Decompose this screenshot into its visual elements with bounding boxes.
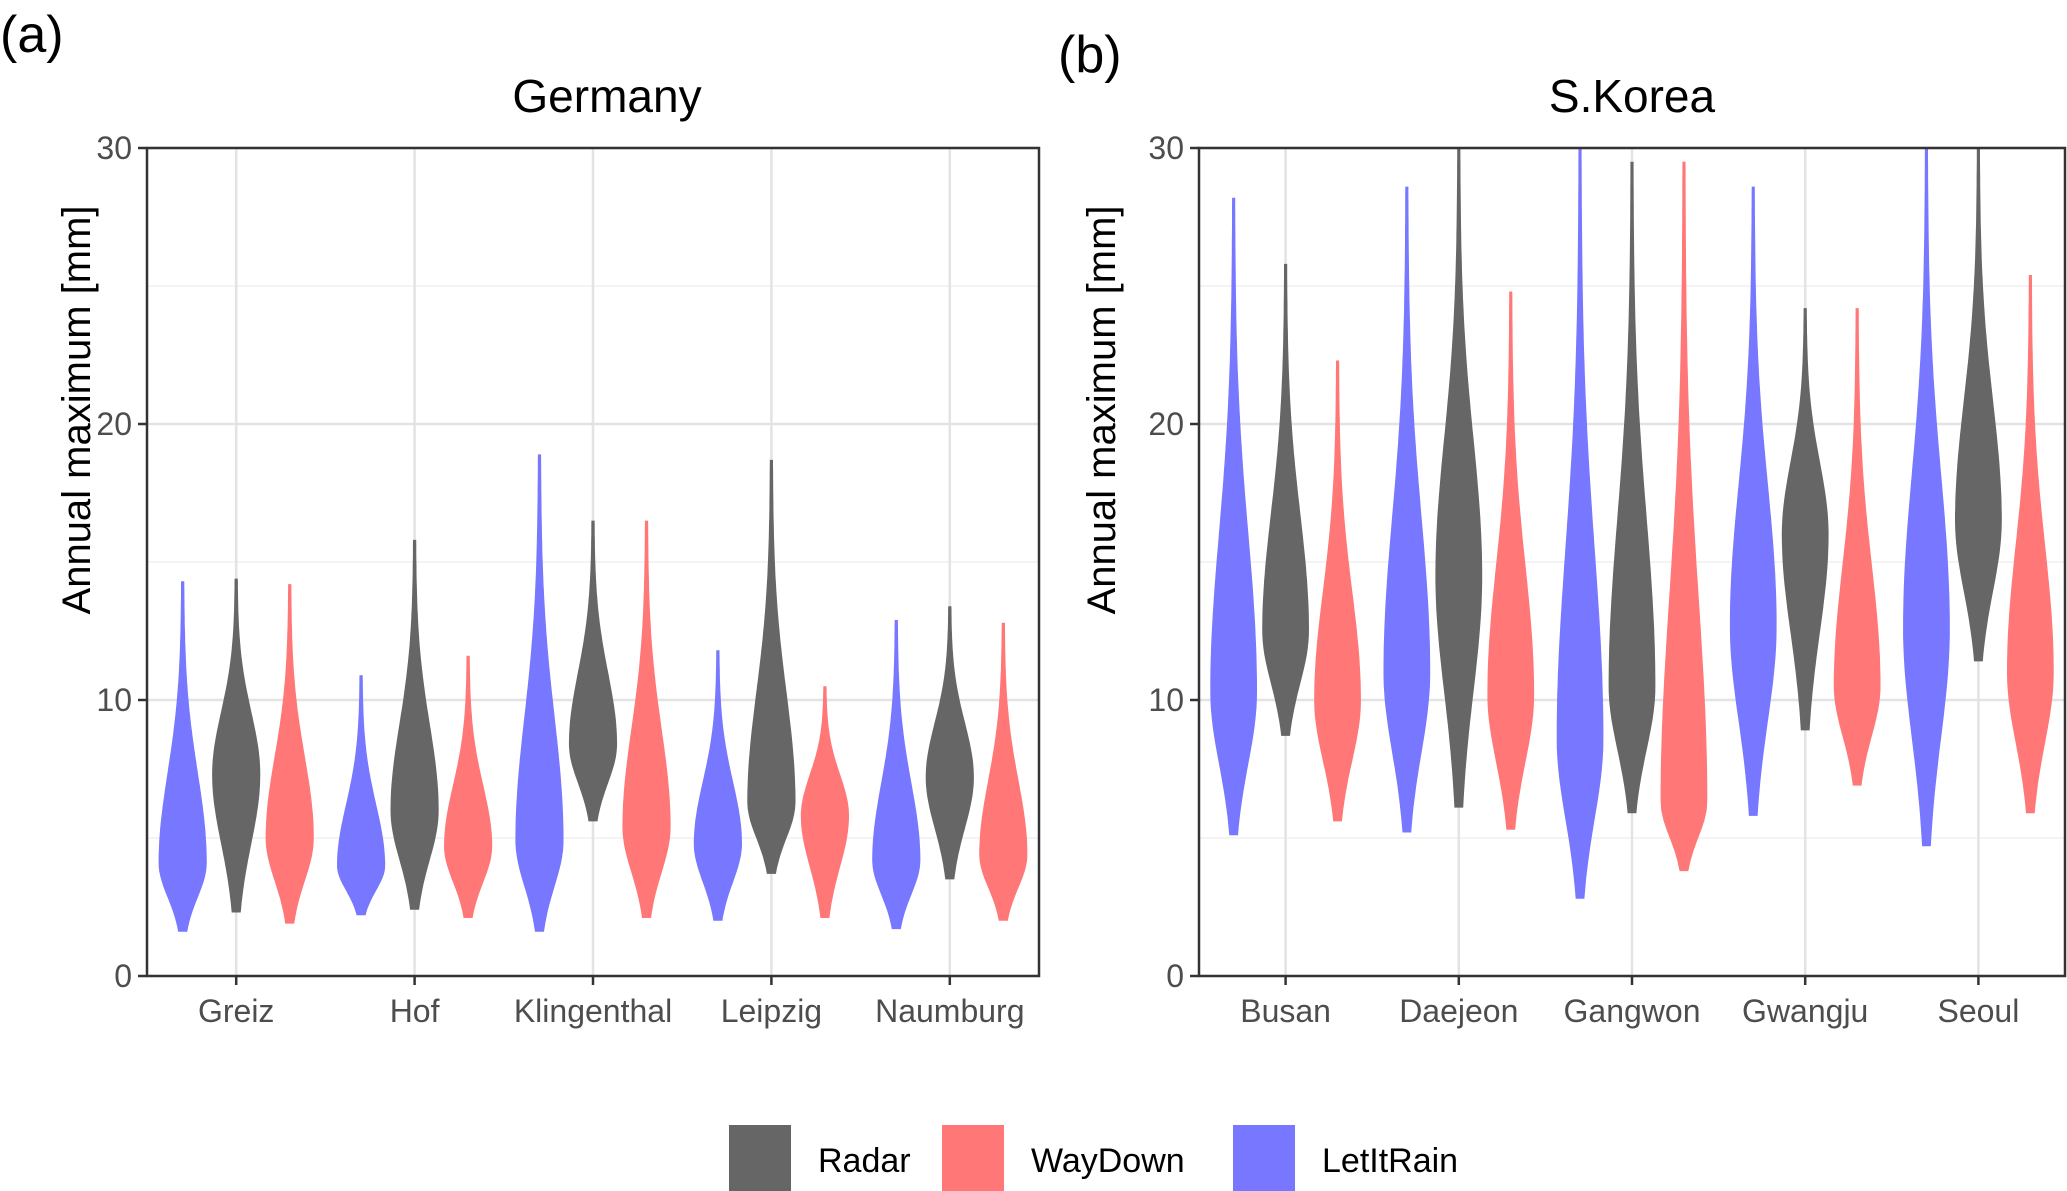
x-tick-label: Gwangju [1742,993,1868,1029]
y-tick-label: 30 [96,130,132,166]
legend-label: WayDown [1031,1142,1185,1180]
x-tick-label: Greiz [198,993,274,1029]
panel-title: S.Korea [1549,70,1716,122]
violin-letitrain [1556,148,1604,899]
x-ticks: Busan Daejeon Gangwon Gwangju Seoul [1240,976,2019,1029]
y-tick-label: 20 [1148,406,1184,442]
violin-waydown [1487,291,1535,830]
y-axis-label: Annual maximum [mm] [1080,206,1124,615]
violin-radar [1262,263,1309,736]
y-axis-label: Annual maximum [mm] [55,206,99,615]
violin-letitrain [515,454,564,932]
violin-letitrain [1729,186,1777,816]
panel-skorea: (b) S.Korea Annual maximum [mm] 0102030 … [1058,26,2067,1029]
violin-letitrain [158,581,207,932]
legend-label: Radar [818,1142,911,1180]
y-tick-label: 10 [96,682,132,718]
legend-swatch [942,1125,1004,1191]
violin-letitrain [1383,186,1431,833]
violin-waydown [979,622,1028,921]
x-ticks: Greiz Hof Klingenthal Leipzig Naumburg [198,976,1025,1029]
panel-tag: (b) [1058,26,1122,84]
violin-waydown [622,520,671,918]
violin-waydown [2007,275,2054,814]
violin-waydown [800,686,849,918]
x-tick-label: Seoul [1937,993,2019,1029]
legend-swatch [729,1125,791,1191]
violin-letitrain [1210,197,1257,836]
violin-waydown [1833,308,1881,786]
violin-radar [747,459,796,874]
legend: Radar WayDown LetItRain [729,1125,1458,1191]
violin-letitrain [1903,148,1950,847]
y-tick-label: 10 [1148,682,1184,718]
violin-radar [568,520,618,822]
x-tick-label: Leipzig [721,993,822,1029]
violins [1210,148,2054,899]
violin-waydown [265,584,314,924]
x-tick-label: Busan [1240,993,1331,1029]
x-tick-label: Hof [390,993,440,1029]
x-tick-label: Daejeon [1399,993,1518,1029]
legend-swatch [1233,1125,1295,1191]
violin-radar [1781,308,1829,731]
violins [158,454,1028,932]
panel-tag: (a) [0,6,64,64]
panel-title: Germany [512,70,701,122]
violin-radar [390,539,439,910]
y-ticks: 0 10 20 30 [1148,130,1199,994]
violin-radar [212,578,261,913]
violin-radar [1435,148,1483,808]
panel-germany: (a) Germany Annual maximum [mm] 0102030 … [0,6,1041,1029]
y-tick-label: 0 [1166,958,1184,994]
violin-radar [925,606,974,880]
violin-letitrain [693,650,742,921]
x-tick-label: Klingenthal [514,993,672,1029]
legend-label: LetItRain [1322,1142,1458,1180]
violin-radar [1955,148,2002,662]
violin-letitrain [337,675,386,916]
y-tick-label: 0 [114,958,132,994]
violin-radar [1608,161,1656,814]
y-ticks: 0 10 20 30 [96,130,147,994]
violin-letitrain [872,620,921,930]
violin-waydown [444,655,493,918]
violin-waydown [1660,161,1708,872]
x-tick-label: Gangwon [1564,993,1701,1029]
violin-waydown [1314,360,1361,822]
x-tick-label: Naumburg [875,993,1024,1029]
y-tick-label: 20 [96,406,132,442]
y-tick-label: 30 [1148,130,1184,166]
